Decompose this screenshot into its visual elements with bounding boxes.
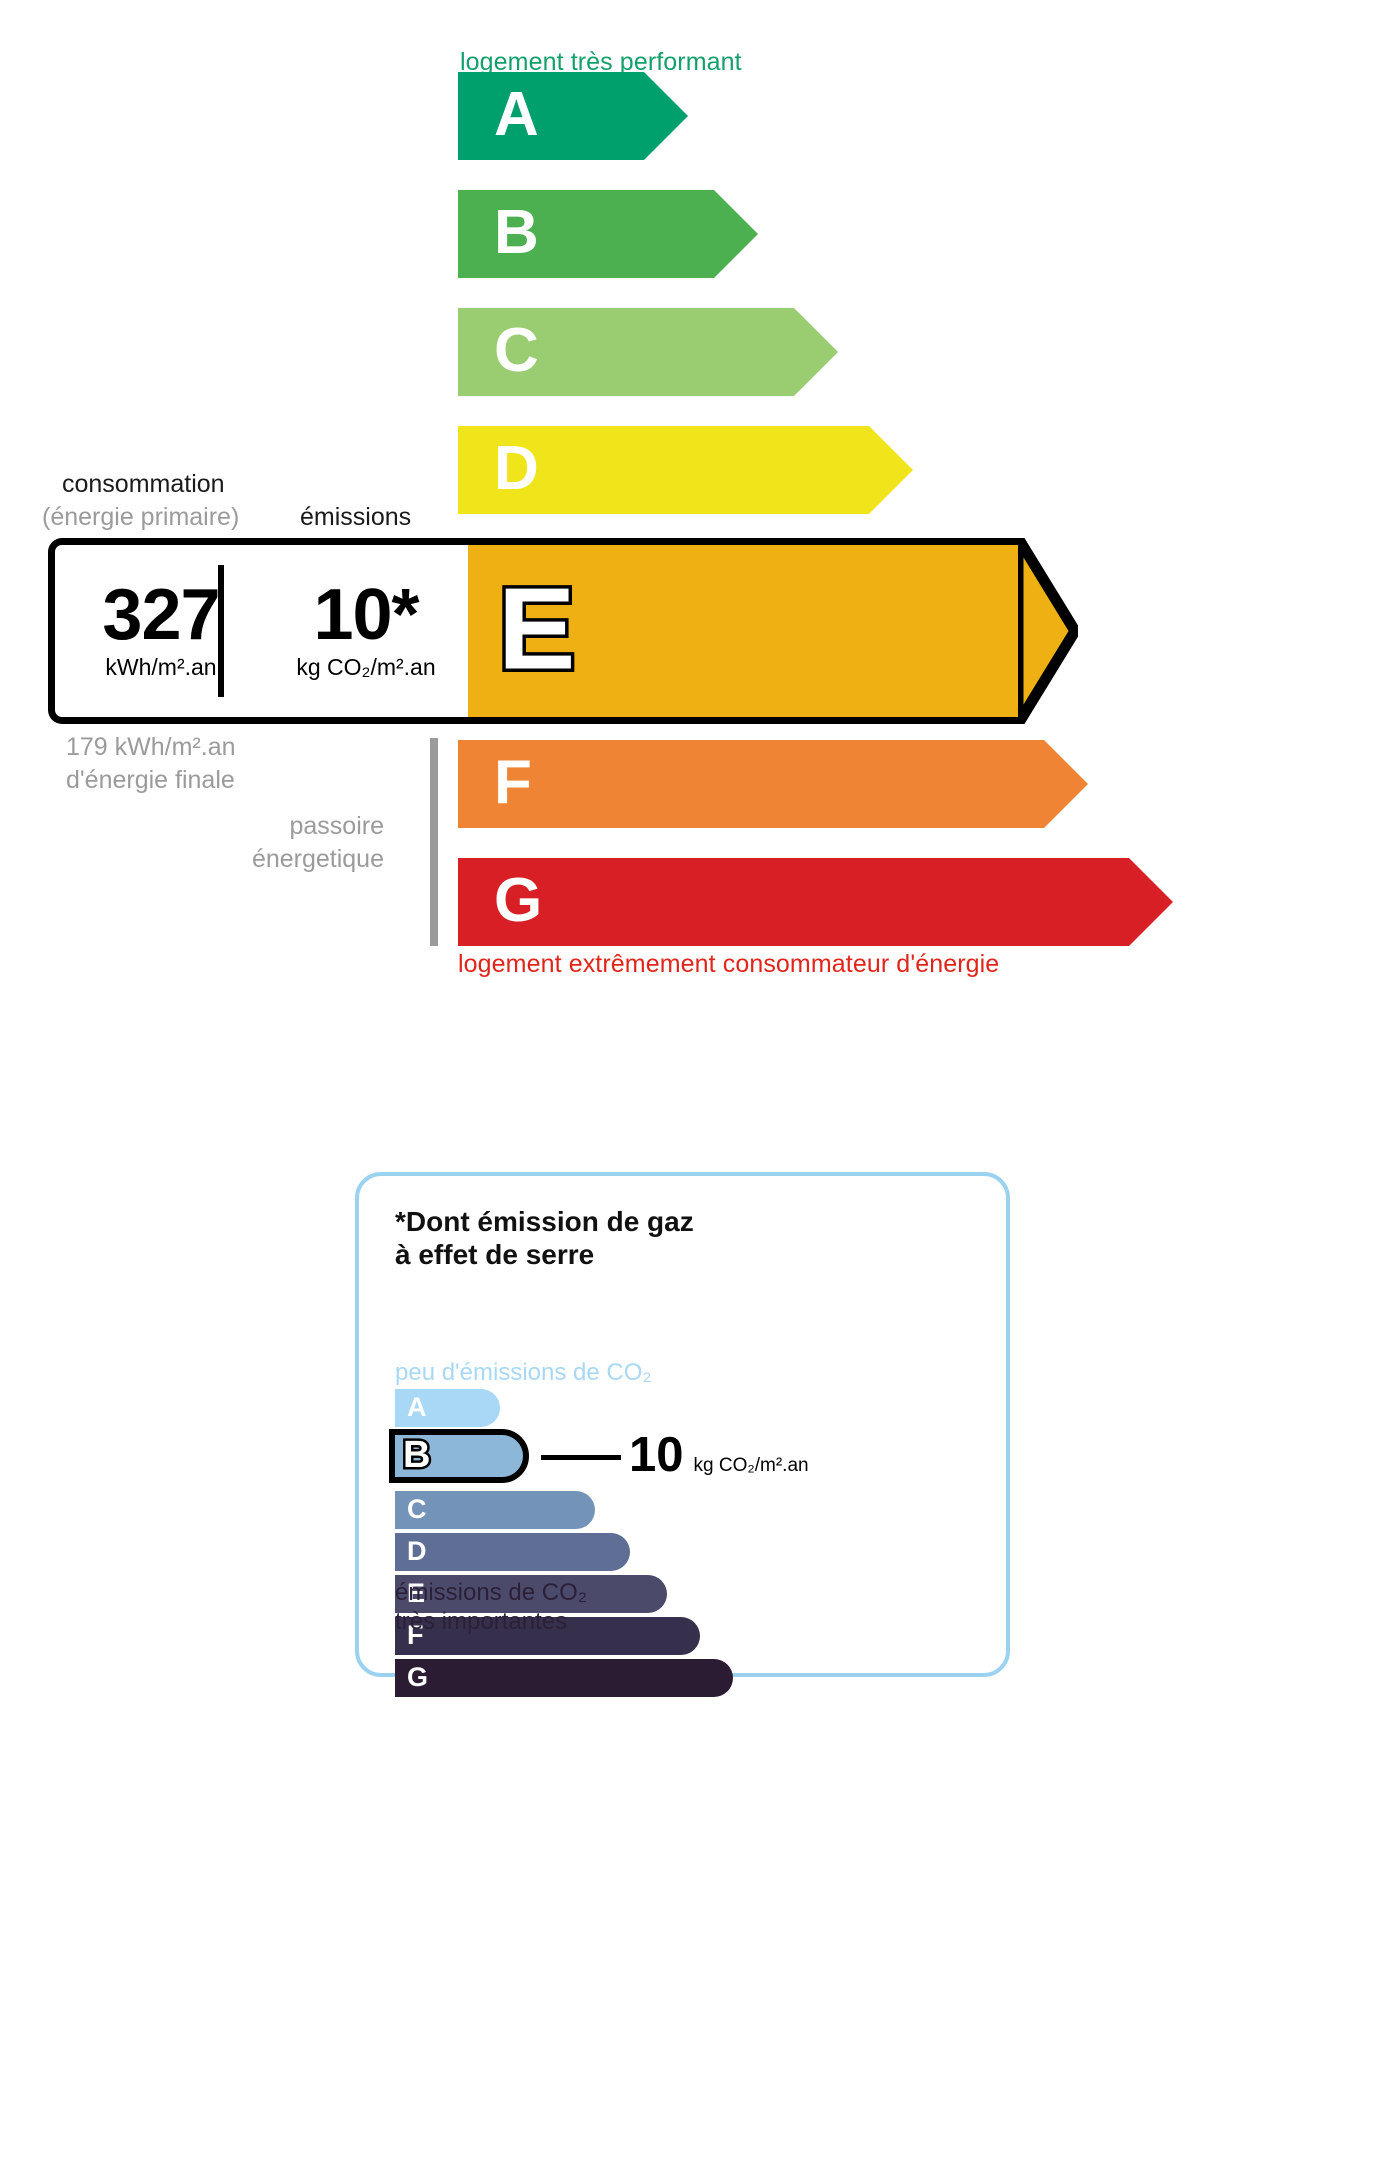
energy-class-letter: B xyxy=(494,197,539,267)
ges-bar xyxy=(395,1491,595,1529)
energy-arrow-c: C xyxy=(458,308,838,396)
energy-value-box: 327 kWh/m².an 10* kg CO₂/m².an xyxy=(48,538,468,724)
ges-caption-low: peu d'émissions de CO₂ xyxy=(395,1359,652,1386)
arrow-body xyxy=(458,72,644,160)
emissions-value-cell: 10* kg CO₂/m².an xyxy=(271,545,461,717)
passoire-label-line1: passoire xyxy=(289,812,385,840)
ges-unit: kg CO₂/m².an xyxy=(693,1455,809,1476)
energy-performance-label: logement très performant A B xyxy=(0,0,1380,1000)
arrow-body xyxy=(458,858,1129,946)
ges-value-group: 10 kg CO₂/m².an xyxy=(629,1431,809,1480)
ges-class-letter: A xyxy=(407,1391,427,1422)
value-divider xyxy=(217,565,224,697)
energy-class-letter: F xyxy=(494,747,532,817)
energy-arrow-a: A xyxy=(458,72,688,160)
consumption-value-cell: 327 kWh/m².an xyxy=(61,545,261,717)
energy-arrow-d: D xyxy=(458,426,913,514)
ges-bar xyxy=(395,1533,630,1571)
arrow-tip xyxy=(794,308,838,396)
ges-emissions-panel: *Dont émission de gaz à effet de serre p… xyxy=(355,1172,1010,1697)
energy-class-row-g: G xyxy=(458,858,1173,946)
consumption-value: 327 xyxy=(102,575,220,656)
ges-bar xyxy=(395,1659,733,1697)
ges-bar xyxy=(395,1575,667,1613)
energy-arrow-b: B xyxy=(458,190,758,278)
final-energy-value: 179 kWh/m².an xyxy=(66,733,236,761)
arrow-body-selected xyxy=(458,538,1022,724)
energy-class-row-c: C xyxy=(458,308,838,396)
energy-class-letter: A xyxy=(494,79,539,149)
arrow-tip xyxy=(1044,740,1088,828)
emissions-unit: kg CO₂/m².an xyxy=(296,653,436,680)
energy-class-letter-selected: E xyxy=(494,563,578,694)
arrow-body xyxy=(458,308,794,396)
energy-class-row-a: A xyxy=(458,72,688,160)
caption-extreme-consumption: logement extrêmement consommateur d'éner… xyxy=(458,950,1000,978)
ges-class-letter-selected: B xyxy=(400,1433,433,1476)
ges-bar xyxy=(395,1389,500,1427)
arrow-body xyxy=(458,740,1044,828)
passoire-bracket xyxy=(430,738,438,946)
consumption-label: consommation xyxy=(62,470,225,498)
consumption-sublabel: (énergie primaire) xyxy=(42,503,240,531)
ges-value: 10 xyxy=(629,1428,684,1482)
emissions-value: 10* xyxy=(313,575,419,656)
ges-class-letter: E xyxy=(407,1577,426,1608)
energy-class-row-b: B xyxy=(458,190,758,278)
arrow-tip xyxy=(644,72,688,160)
passoire-label-line2: énergetique xyxy=(251,845,384,873)
energy-class-letter: C xyxy=(494,315,539,385)
consumption-unit: kWh/m².an xyxy=(105,653,217,680)
emissions-label: émissions xyxy=(300,503,412,531)
energy-class-row-d: D xyxy=(458,426,913,514)
energy-class-row-e-selected: E xyxy=(458,518,1082,744)
ges-leader-line xyxy=(541,1455,621,1460)
final-energy-label: d'énergie finale xyxy=(66,766,235,794)
energy-class-letter: D xyxy=(494,433,539,503)
ges-bar xyxy=(395,1617,700,1655)
arrow-tip-selected xyxy=(1012,518,1082,744)
arrow-tip xyxy=(714,190,758,278)
energy-class-letter: G xyxy=(494,865,543,935)
ges-class-letter: C xyxy=(407,1493,427,1524)
arrow-body xyxy=(458,190,714,278)
energy-arrow-f: F xyxy=(458,740,1088,828)
energy-class-row-f: F xyxy=(458,740,1088,828)
ges-class-letter: D xyxy=(407,1535,427,1566)
arrow-tip xyxy=(1129,858,1173,946)
ges-caption-high: émissions de CO₂ très importantes xyxy=(395,1579,588,1635)
arrow-tip xyxy=(869,426,913,514)
energy-arrow-g: G xyxy=(458,858,1173,946)
caption-high-performance: logement très performant xyxy=(460,48,742,76)
ges-class-letter: F xyxy=(407,1619,424,1650)
ges-class-letter: G xyxy=(407,1661,429,1692)
ges-bar-selected xyxy=(389,1429,529,1483)
arrow-body xyxy=(458,426,869,514)
ges-panel-title: *Dont émission de gaz à effet de serre xyxy=(395,1206,694,1271)
